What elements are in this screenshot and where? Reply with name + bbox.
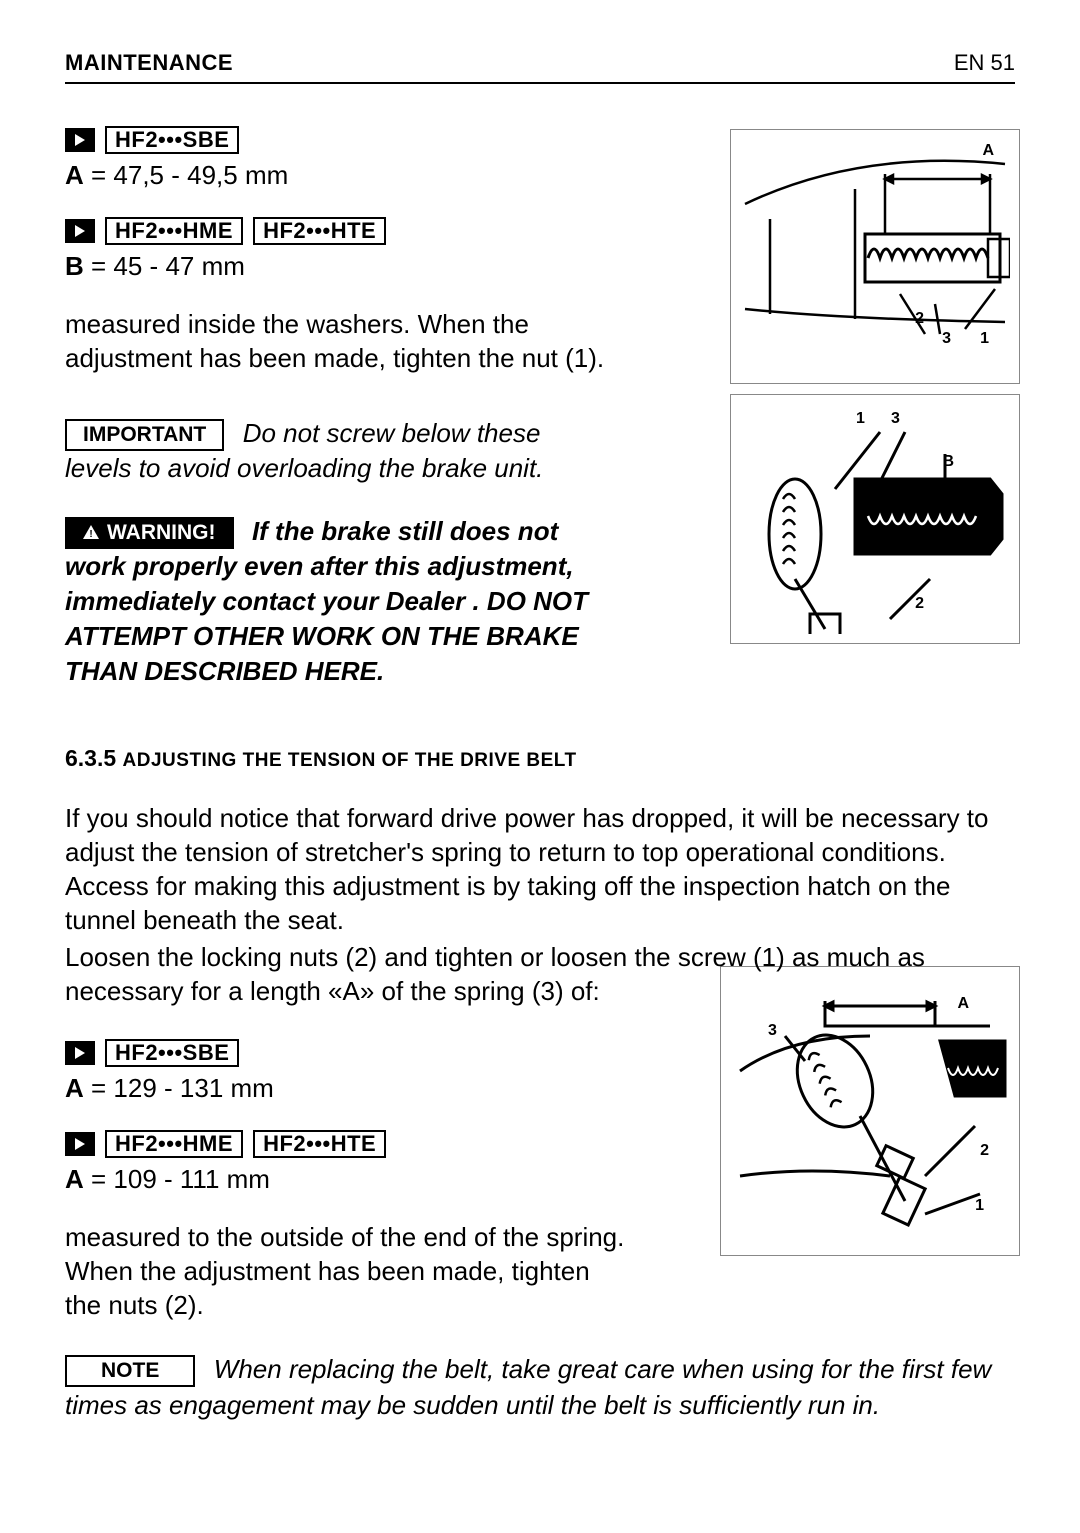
header-page: EN 51 bbox=[954, 50, 1015, 76]
important-label: IMPORTANT bbox=[65, 419, 224, 451]
note-text: When replacing the belt, take great care… bbox=[65, 1354, 991, 1419]
measurement-a2: A = 129 - 131 mm bbox=[65, 1073, 1015, 1104]
warning-callout: ! WARNING! If the brake still does not w… bbox=[65, 514, 605, 689]
model-box: HF2•••SBE bbox=[105, 1039, 239, 1067]
note-callout: NOTE When replacing the belt, take great… bbox=[65, 1352, 1015, 1422]
measurement-b1: B = 45 - 47 mm bbox=[65, 251, 1015, 282]
arrow-icon bbox=[65, 128, 95, 152]
measurement-a3: A = 109 - 111 mm bbox=[65, 1164, 1015, 1195]
para-loosen-nuts: Loosen the locking nuts (2) and tighten … bbox=[65, 941, 1015, 1009]
warning-label: ! WARNING! bbox=[65, 517, 234, 549]
model-box: HF2•••HTE bbox=[253, 1130, 386, 1158]
model-row-sbe-1: HF2•••SBE bbox=[65, 126, 1015, 154]
para-outside-spring: measured to the outside of the end of th… bbox=[65, 1221, 625, 1322]
model-row-sbe-2: HF2•••SBE bbox=[65, 1039, 1015, 1067]
page-header: MAINTENANCE EN 51 bbox=[65, 50, 1015, 84]
para-washers: measured inside the washers. When the ad… bbox=[65, 308, 605, 376]
note-label: NOTE bbox=[65, 1355, 195, 1387]
model-row-hme-hte-2: HF2•••HME HF2•••HTE bbox=[65, 1130, 1015, 1158]
arrow-icon bbox=[65, 1041, 95, 1065]
para-drive-power: If you should notice that forward drive … bbox=[65, 802, 1015, 937]
svg-text:!: ! bbox=[89, 529, 92, 539]
important-callout: IMPORTANT Do not screw below these level… bbox=[65, 416, 605, 486]
model-row-hme-hte-1: HF2•••HME HF2•••HTE bbox=[65, 217, 1015, 245]
model-box: HF2•••HME bbox=[105, 217, 243, 245]
warning-icon: ! bbox=[83, 521, 99, 545]
model-box: HF2•••SBE bbox=[105, 126, 239, 154]
model-box: HF2•••HME bbox=[105, 1130, 243, 1158]
model-box: HF2•••HTE bbox=[253, 217, 386, 245]
measurement-a1: A = 47,5 - 49,5 mm bbox=[65, 160, 1015, 191]
content: A 1 2 3 1 3 B bbox=[65, 126, 1015, 1423]
arrow-icon bbox=[65, 219, 95, 243]
arrow-icon bbox=[65, 1132, 95, 1156]
header-section: MAINTENANCE bbox=[65, 50, 233, 76]
section-heading-635: 6.3.5 ADJUSTING THE TENSION OF THE DRIVE… bbox=[65, 745, 1015, 772]
